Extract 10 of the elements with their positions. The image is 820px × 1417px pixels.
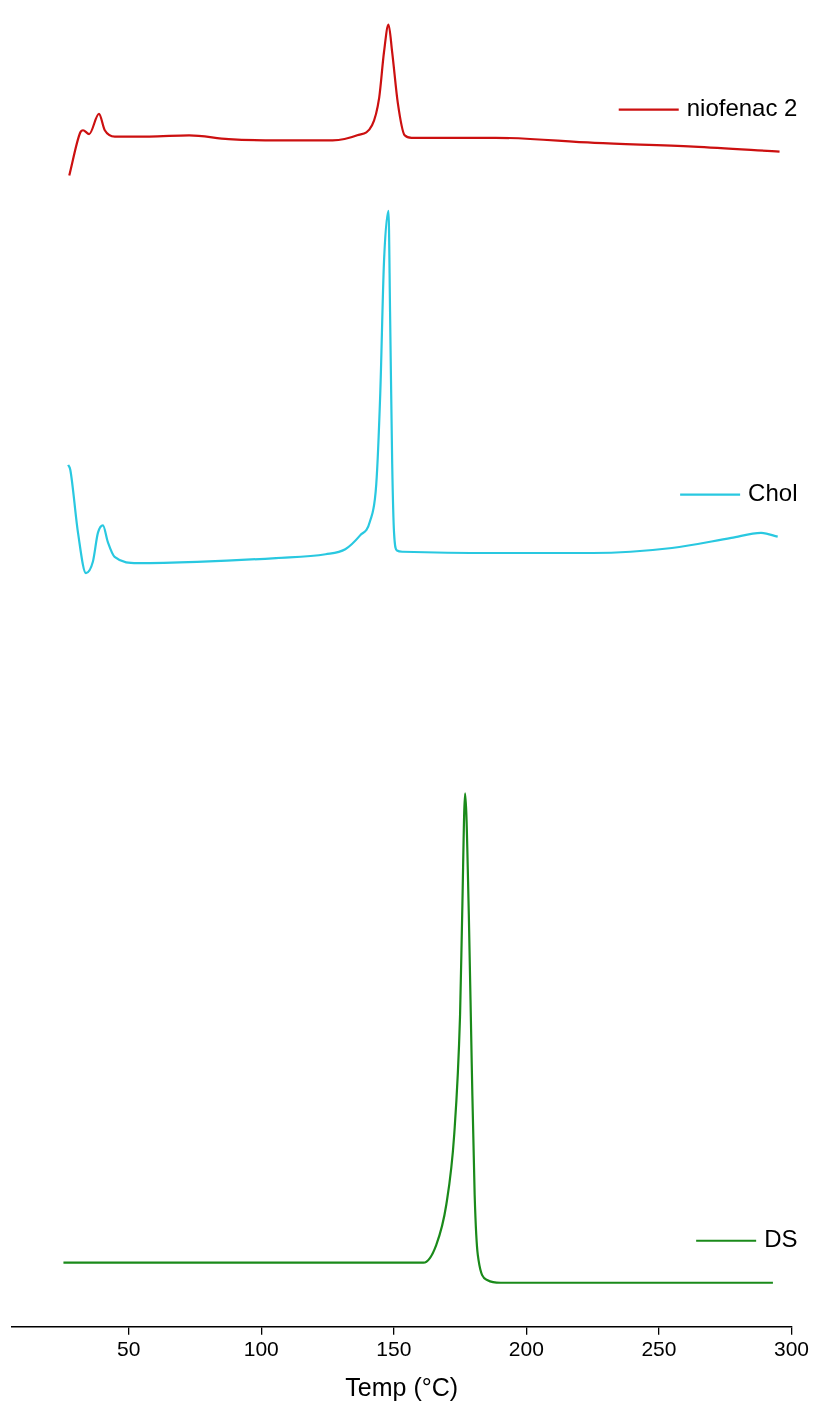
x-tick-label: 300 bbox=[773, 1337, 809, 1361]
x-axis-title: Temp (°C) bbox=[345, 1372, 459, 1401]
legend-label: niofenac 2 bbox=[686, 94, 798, 122]
legend-label: Chol bbox=[748, 479, 798, 507]
x-tick-label: 100 bbox=[243, 1337, 279, 1361]
legend-label: DS bbox=[764, 1225, 798, 1253]
x-tick-label: 150 bbox=[376, 1337, 412, 1361]
x-tick-label: 200 bbox=[508, 1337, 544, 1361]
x-tick-label: 250 bbox=[641, 1337, 677, 1361]
x-tick-label: 50 bbox=[116, 1337, 141, 1361]
